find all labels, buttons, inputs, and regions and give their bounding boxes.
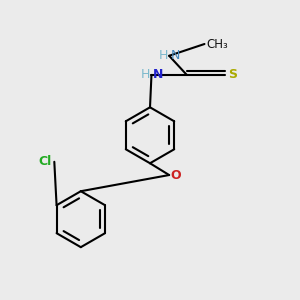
- Text: H: H: [158, 49, 168, 62]
- Text: H: H: [141, 68, 150, 81]
- Text: O: O: [171, 169, 181, 182]
- Text: N: N: [171, 49, 180, 62]
- Text: Cl: Cl: [39, 155, 52, 168]
- Text: CH₃: CH₃: [207, 38, 229, 50]
- Text: N: N: [153, 68, 163, 81]
- Text: S: S: [229, 68, 238, 81]
